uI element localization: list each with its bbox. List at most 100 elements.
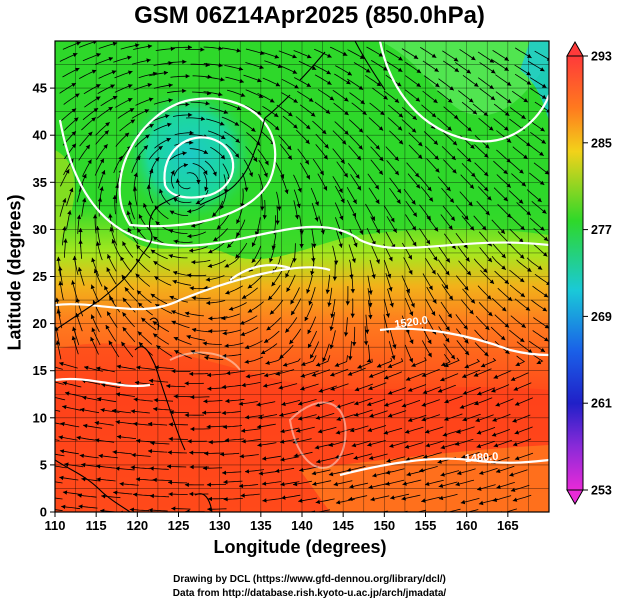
streamline-arrow	[405, 376, 411, 381]
streamline-arrow	[112, 41, 118, 46]
streamline-arrow	[306, 174, 310, 180]
streamline-arrow	[338, 230, 343, 236]
streamline-arrow	[59, 361, 64, 367]
streamline-arrow	[75, 93, 80, 98]
streamline-arrow	[263, 383, 268, 388]
streamline-arrow	[239, 454, 244, 459]
streamline-arrow	[251, 127, 256, 132]
streamline-arrow	[225, 290, 230, 295]
streamline-arrow	[150, 440, 155, 446]
y-axis: 0 5 10 15 20 25 30 35 40 45	[33, 81, 55, 520]
streamline-arrow	[464, 285, 469, 291]
streamline-arrow	[165, 114, 170, 119]
streamline-arrow	[187, 273, 192, 278]
streamline-arrow	[364, 329, 370, 334]
streamline-arrow	[421, 372, 427, 377]
streamline	[416, 509, 427, 512]
streamline-arrow	[500, 229, 505, 234]
streamline-arrow	[103, 144, 108, 149]
streamline-arrow	[122, 327, 127, 332]
streamline-arrow	[397, 126, 403, 131]
streamline-arrow	[170, 170, 175, 175]
streamline-arrow	[464, 215, 469, 220]
streamline-arrow	[440, 472, 445, 477]
streamline-arrow	[383, 430, 389, 435]
streamline-arrow	[277, 206, 282, 211]
streamline	[348, 513, 367, 517]
streamline-arrow	[96, 477, 101, 482]
streamline-arrow	[280, 457, 285, 462]
streamline-arrow	[317, 429, 323, 434]
streamline-arrow	[469, 309, 474, 315]
streamline-arrow	[158, 146, 163, 151]
streamline-arrow	[241, 428, 246, 433]
streamline-arrow	[351, 258, 356, 263]
streamline-arrow	[334, 454, 340, 459]
streamline-arrow	[112, 450, 117, 455]
streamline-arrow	[340, 198, 345, 204]
streamline-arrow	[445, 326, 450, 331]
streamline-arrow	[320, 229, 325, 235]
streamline-arrow	[328, 471, 334, 477]
coastline-newguinea	[194, 493, 213, 512]
streamline-arrow	[462, 373, 467, 378]
coastline-philippines	[134, 346, 186, 451]
streamline-arrow	[306, 82, 311, 87]
streamline-arrow	[432, 299, 437, 304]
streamline-arrow	[71, 143, 76, 149]
streamline-arrow	[278, 385, 283, 390]
streamline-arrow	[283, 362, 288, 367]
streamline-arrow	[298, 498, 303, 503]
streamline-arrow	[69, 187, 74, 193]
streamline-arrow	[392, 228, 397, 233]
streamline-arrow	[168, 492, 173, 497]
streamline-arrow	[518, 238, 524, 243]
streamline-arrow	[60, 421, 65, 427]
streamline-arrow	[350, 289, 355, 294]
y-tick-label: 15	[33, 363, 47, 378]
streamline-arrow	[492, 497, 498, 502]
streamline-arrow	[464, 350, 470, 356]
streamline-arrow	[483, 268, 488, 273]
streamline-arrow	[307, 329, 312, 334]
streamline-arrow	[539, 151, 544, 156]
streamline-arrow	[411, 362, 416, 367]
streamline-arrow	[305, 124, 311, 130]
x-tick-label: 140	[291, 518, 313, 533]
streamline-arrow	[469, 226, 475, 231]
streamline-arrow	[264, 160, 269, 166]
streamline-arrow	[431, 113, 437, 118]
coastline-korea	[148, 194, 181, 231]
streamline-arrow	[152, 477, 157, 483]
streamline-arrow	[493, 374, 499, 379]
streamline-arrow	[540, 347, 545, 352]
streamline-arrow	[410, 303, 415, 308]
streamline-arrow	[287, 145, 292, 150]
streamline-arrow	[505, 349, 510, 354]
streamline-arrow	[240, 493, 245, 498]
colorbar-max-arrow	[566, 40, 584, 57]
streamline-arrow	[372, 473, 377, 478]
streamline-arrow	[90, 336, 95, 342]
streamline-arrow	[220, 204, 225, 210]
streamline-arrow	[131, 452, 136, 458]
x-axis-label: Longitude (degrees)	[213, 537, 387, 557]
streamline-arrow	[100, 158, 104, 164]
y-axis-label: Latitude (degrees)	[4, 194, 25, 351]
streamline	[424, 513, 443, 517]
streamline-arrow	[452, 169, 457, 174]
streamline-arrow	[172, 279, 177, 284]
streamline-arrow	[91, 327, 96, 333]
y-tick-label: 5	[40, 457, 47, 472]
streamline-arrow	[477, 486, 482, 491]
streamline-arrow	[275, 220, 280, 225]
streamline-arrow	[288, 112, 293, 117]
streamline-arrow	[187, 209, 192, 214]
streamline-arrow	[425, 481, 430, 486]
streamline-arrow	[296, 428, 301, 433]
streamline-arrow	[75, 297, 80, 303]
streamline-arrow	[374, 184, 379, 190]
streamline-arrow	[379, 156, 384, 162]
streamline-arrow	[482, 225, 487, 231]
contour-line	[55, 266, 331, 311]
